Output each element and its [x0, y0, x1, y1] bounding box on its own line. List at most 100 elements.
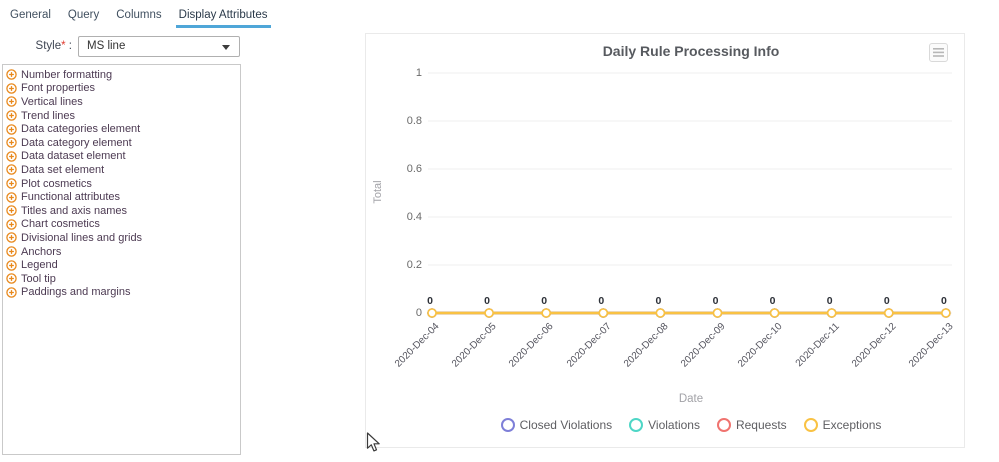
list-item-label: Trend lines — [21, 110, 75, 122]
y-axis-tick: 0.8 — [374, 115, 422, 127]
attr-item-data-set-element[interactable]: Data set element — [6, 163, 238, 177]
Closed Violations[interactable]: Closed Violations — [501, 418, 613, 432]
chart-plot-area — [366, 34, 966, 449]
expand-plus-icon — [6, 287, 17, 298]
list-item-label: Data dataset element — [21, 150, 126, 162]
attr-item-data-category-element[interactable]: Data category element — [6, 136, 238, 150]
expand-plus-icon — [6, 178, 17, 189]
list-item-label: Number formatting — [21, 69, 112, 81]
tab-columns[interactable]: Columns — [114, 6, 163, 28]
y-axis-tick: 0 — [374, 307, 422, 319]
attr-item-plot-cosmetics[interactable]: Plot cosmetics — [6, 177, 238, 191]
chart-title: Daily Rule Processing Info — [430, 43, 952, 59]
data-point-marker[interactable] — [428, 309, 436, 317]
attr-item-chart-cosmetics[interactable]: Chart cosmetics — [6, 218, 238, 232]
chevron-down-icon — [222, 45, 230, 50]
list-item-label: Data category element — [21, 137, 132, 149]
list-item-label: Data categories element — [21, 123, 140, 135]
list-item-label: Divisional lines and grids — [21, 232, 142, 244]
tab-label: Columns — [116, 9, 161, 21]
attr-item-legend[interactable]: Legend — [6, 258, 238, 272]
expand-plus-icon — [6, 96, 17, 107]
tab-label: General — [10, 9, 51, 21]
legend-item-label: Requests — [736, 418, 787, 432]
chart-menu-button[interactable] — [929, 43, 948, 62]
tab-display-attributes[interactable]: Display Attributes — [177, 6, 270, 28]
expand-plus-icon — [6, 273, 17, 284]
data-point-value-label: 0 — [761, 295, 785, 307]
attr-item-titles-and-axis-names[interactable]: Titles and axis names — [6, 204, 238, 218]
expand-plus-icon — [6, 219, 17, 230]
y-axis-tick: 0.4 — [374, 211, 422, 223]
data-point-value-label: 0 — [646, 295, 670, 307]
data-point-marker[interactable] — [656, 309, 664, 317]
list-item-label: Chart cosmetics — [21, 218, 100, 230]
Violations[interactable]: Violations — [629, 418, 700, 432]
tab-general[interactable]: General — [8, 6, 53, 28]
Exceptions[interactable]: Exceptions — [804, 418, 882, 432]
data-point-marker[interactable] — [828, 309, 836, 317]
attr-item-number-formatting[interactable]: Number formatting — [6, 68, 238, 82]
data-point-value-label: 0 — [932, 295, 956, 307]
y-axis-title: Total — [372, 171, 384, 213]
data-point-marker[interactable] — [714, 309, 722, 317]
data-point-marker[interactable] — [599, 309, 607, 317]
tab-query[interactable]: Query — [66, 6, 101, 28]
x-axis-title: Date — [430, 393, 952, 405]
tab-label: Query — [68, 9, 99, 21]
style-dropdown[interactable]: MS line — [78, 36, 240, 57]
attr-item-font-properties[interactable]: Font properties — [6, 82, 238, 96]
data-point-marker[interactable] — [542, 309, 550, 317]
list-item-label: Anchors — [21, 246, 61, 258]
attr-item-tool-tip[interactable]: Tool tip — [6, 272, 238, 286]
Requests[interactable]: Requests — [717, 418, 787, 432]
attr-item-paddings-and-margins[interactable]: Paddings and margins — [6, 286, 238, 300]
data-point-value-label: 0 — [418, 295, 442, 307]
list-item-label: Plot cosmetics — [21, 178, 92, 190]
expand-plus-icon — [6, 260, 17, 271]
expand-plus-icon — [6, 83, 17, 94]
data-point-marker[interactable] — [771, 309, 779, 317]
list-item-label: Data set element — [21, 164, 104, 176]
attr-item-vertical-lines[interactable]: Vertical lines — [6, 95, 238, 109]
list-item-label: Paddings and margins — [21, 286, 130, 298]
y-axis-tick: 0.6 — [374, 163, 422, 175]
legend-swatch-circle-icon — [629, 418, 643, 432]
attr-item-trend-lines[interactable]: Trend lines — [6, 109, 238, 123]
data-point-marker[interactable] — [942, 309, 950, 317]
legend-swatch-circle-icon — [804, 418, 818, 432]
attr-item-functional-attributes[interactable]: Functional attributes — [6, 190, 238, 204]
expand-plus-icon — [6, 124, 17, 135]
data-point-value-label: 0 — [704, 295, 728, 307]
y-axis-tick: 0.2 — [374, 259, 422, 271]
list-item-label: Functional attributes — [21, 191, 120, 203]
list-item-label: Legend — [21, 259, 58, 271]
tab-bar: General Query Columns Display Attributes — [8, 6, 283, 28]
expand-plus-icon — [6, 232, 17, 243]
active-tab-underline-accent — [176, 25, 271, 28]
expand-plus-icon — [6, 137, 17, 148]
legend-item-label: Exceptions — [823, 418, 882, 432]
expand-plus-icon — [6, 151, 17, 162]
style-label: Style* : — [0, 40, 72, 52]
y-axis-tick: 1 — [374, 67, 422, 79]
style-dropdown-value: MS line — [87, 37, 125, 56]
data-point-value-label: 0 — [475, 295, 499, 307]
legend-swatch-circle-icon — [501, 418, 515, 432]
list-item-label: Titles and axis names — [21, 205, 127, 217]
data-point-marker[interactable] — [885, 309, 893, 317]
hamburger-menu-icon — [933, 48, 944, 57]
data-point-marker[interactable] — [485, 309, 493, 317]
legend-item-label: Closed Violations — [520, 418, 613, 432]
legend-swatch-circle-icon — [717, 418, 731, 432]
attr-item-data-categories-element[interactable]: Data categories element — [6, 122, 238, 136]
attr-item-divisional-lines-and-grids[interactable]: Divisional lines and grids — [6, 231, 238, 245]
style-row: Style* : MS line — [0, 36, 260, 58]
attr-item-data-dataset-element[interactable]: Data dataset element — [6, 150, 238, 164]
attr-item-anchors[interactable]: Anchors — [6, 245, 238, 259]
expand-plus-icon — [6, 164, 17, 175]
expand-plus-icon — [6, 69, 17, 80]
data-point-value-label: 0 — [589, 295, 613, 307]
legend-item-label: Violations — [648, 418, 700, 432]
chart-panel: Daily Rule Processing Info Total Date 00… — [365, 33, 965, 448]
